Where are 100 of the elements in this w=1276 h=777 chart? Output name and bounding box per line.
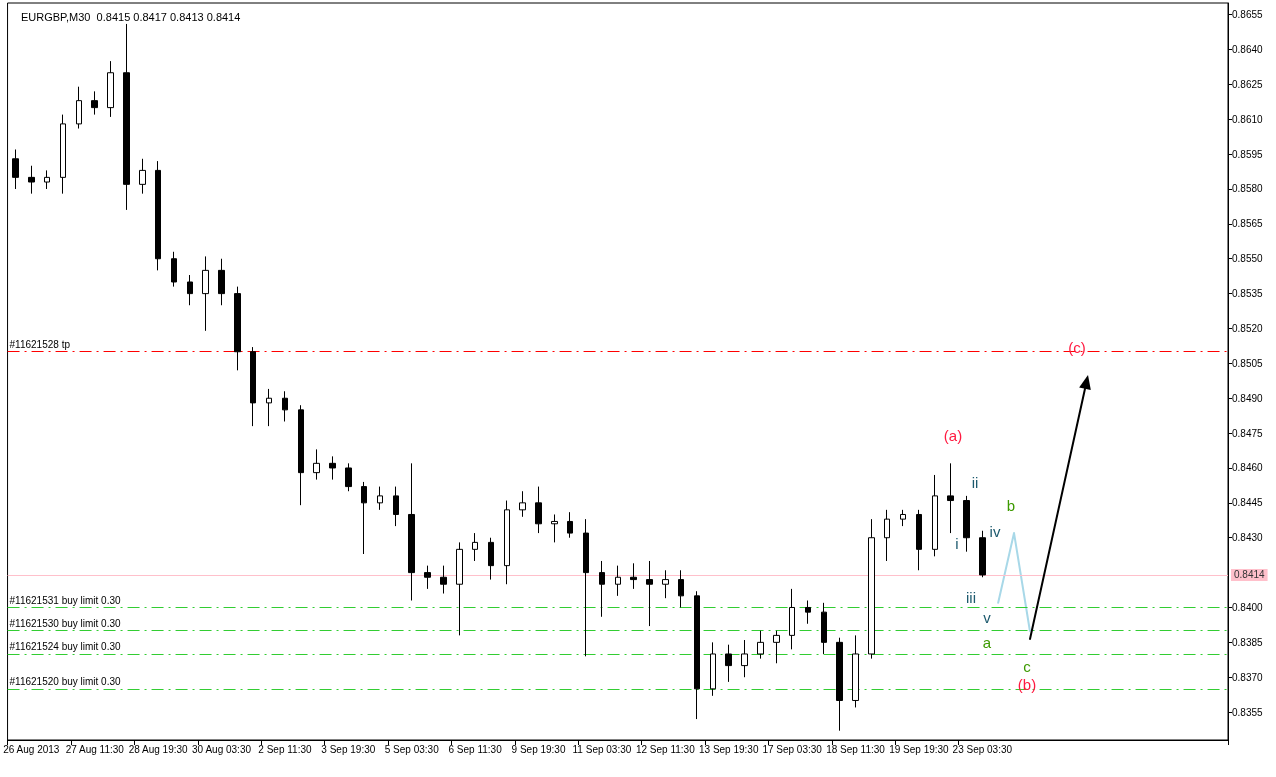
y-tick-label: 0.8520	[1232, 322, 1264, 334]
text: EURGBP,M30 0.8415 0.8417 0.8413 0.8414	[21, 10, 241, 23]
candlestick	[329, 455, 336, 481]
candlestick	[900, 509, 906, 527]
annotation: b	[1006, 496, 1016, 514]
candlestick	[535, 486, 542, 534]
y-tick-label: 0.8625	[1232, 78, 1264, 90]
annotation: (b)	[1017, 675, 1037, 693]
candlestick	[139, 158, 146, 195]
ref-line-label: #11621528 tp	[9, 339, 71, 351]
annotation: i	[955, 534, 959, 552]
candlestick	[60, 114, 66, 195]
candlestick	[662, 569, 669, 599]
annotation: (a)	[943, 426, 963, 444]
candlestick	[155, 160, 161, 271]
candlestick	[282, 390, 288, 422]
annotation: c	[1023, 657, 1032, 675]
candlestick	[298, 404, 304, 506]
candlestick	[694, 590, 700, 720]
x-tick-label: 3 Sep 19:30	[321, 743, 376, 755]
candlestick	[234, 286, 241, 371]
candlestick	[91, 90, 98, 116]
x-tick-label: 17 Sep 03:30	[762, 743, 823, 755]
x-tick-label: 13 Sep 19:30	[698, 743, 759, 755]
candlestick	[519, 490, 526, 518]
ref-line-label: #11621530 buy limit 0.30	[9, 618, 121, 630]
candlestick	[567, 511, 573, 539]
candlestick	[852, 634, 859, 708]
candlestick	[630, 562, 637, 590]
y-tick-label: 0.8505	[1232, 357, 1264, 369]
annotation: (c)	[1068, 338, 1086, 356]
candlestick	[123, 23, 130, 211]
candlestick	[345, 462, 352, 492]
candlestick	[504, 500, 510, 585]
ref-line-label: #11621520 buy limit 0.30	[9, 676, 121, 688]
candlestick	[868, 518, 875, 660]
candlestick	[599, 560, 605, 618]
candlestick	[202, 255, 209, 332]
candlestick	[678, 569, 684, 608]
candlestick	[44, 169, 50, 190]
candlestick	[884, 509, 890, 562]
annotation: iii	[966, 588, 976, 606]
y-tick-label: 0.8550	[1232, 253, 1264, 265]
candlestick	[947, 462, 954, 534]
y-tick-label: 0.8460	[1232, 462, 1264, 474]
candlestick	[313, 448, 320, 481]
annotation: a	[982, 633, 992, 651]
candlestick	[963, 495, 970, 553]
y-tick-label: 0.8610	[1232, 113, 1264, 125]
x-tick-label: 11 Sep 03:30	[572, 743, 632, 755]
candlestick	[76, 86, 82, 130]
candlestick	[424, 565, 431, 590]
candlestick	[440, 565, 447, 595]
candlestick	[377, 486, 383, 511]
candlestick	[836, 637, 843, 732]
candlestick	[551, 513, 558, 543]
candlestick	[583, 518, 589, 657]
y-tick-label: 0.8430	[1232, 532, 1264, 544]
candlestick	[171, 251, 177, 288]
candlestick	[218, 258, 225, 306]
candlestick	[757, 630, 764, 660]
ref-line-label: 0.8414	[1234, 569, 1266, 581]
candlestick	[821, 602, 827, 655]
x-tick-label: 27 Aug 11:30	[65, 743, 125, 755]
x-tick-label: 23 Sep 03:30	[952, 743, 1013, 755]
x-tick-label: 28 Aug 19:30	[128, 743, 189, 755]
candlestick	[615, 565, 621, 597]
candlestick	[266, 388, 272, 427]
y-tick-label: 0.8475	[1232, 427, 1264, 439]
candlestick	[710, 641, 716, 697]
x-tick-label: 9 Sep 19:30	[511, 743, 566, 755]
y-tick-label: 0.8400	[1232, 601, 1264, 613]
candlestick	[805, 600, 811, 625]
candlestick	[12, 148, 19, 190]
x-tick-label: 30 Aug 03:30	[192, 743, 252, 755]
annotation: iv	[989, 522, 1001, 540]
candlestick	[361, 481, 367, 555]
y-tick-label: 0.8655	[1232, 9, 1264, 21]
y-tick-label: 0.8595	[1232, 148, 1264, 160]
x-tick-label: 6 Sep 11:30	[448, 743, 503, 755]
y-tick-label: 0.8565	[1232, 218, 1264, 230]
candlestick	[408, 462, 415, 601]
x-tick-label: 26 Aug 2013	[3, 743, 60, 755]
y-tick-label: 0.8490	[1232, 392, 1264, 404]
y-tick-label: 0.8640	[1232, 44, 1264, 55]
candlestick	[646, 560, 653, 627]
candlestick	[472, 532, 478, 562]
candlestick	[789, 588, 795, 650]
candlestick	[250, 346, 256, 427]
candlestick	[932, 474, 938, 557]
y-tick-label: 0.8385	[1232, 636, 1264, 648]
candlestick	[187, 274, 193, 306]
annotation: ii	[971, 473, 979, 491]
candlestick	[28, 165, 35, 195]
y-tick-label: 0.8445	[1232, 497, 1264, 509]
y-tick-label: 0.8370	[1232, 671, 1264, 683]
candlestick	[393, 486, 399, 527]
candlestick	[741, 639, 748, 678]
candlestick	[107, 60, 114, 118]
candlestick	[773, 630, 780, 664]
